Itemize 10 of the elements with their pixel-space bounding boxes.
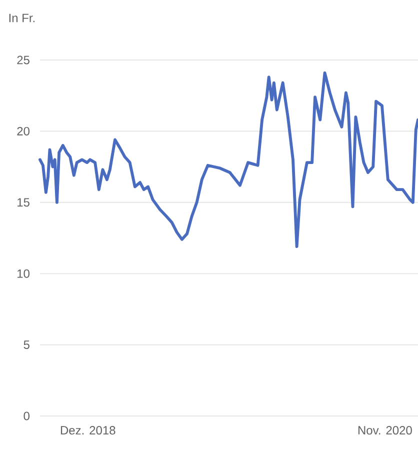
y-tick-label: 5 <box>24 340 30 349</box>
y-tick-label: 0 <box>24 412 30 420</box>
y-axis-title: In Fr. <box>9 14 35 22</box>
y-tick-label: 25 <box>17 56 30 64</box>
y-tick-label: 10 <box>18 269 30 278</box>
line-series <box>38 71 418 248</box>
y-tick-label: 20 <box>17 126 30 136</box>
x-tick-label: Dez. 2018 <box>60 426 116 435</box>
x-tick-label: Nov. 2020 <box>358 426 412 435</box>
y-tick-label: 15 <box>18 198 30 207</box>
